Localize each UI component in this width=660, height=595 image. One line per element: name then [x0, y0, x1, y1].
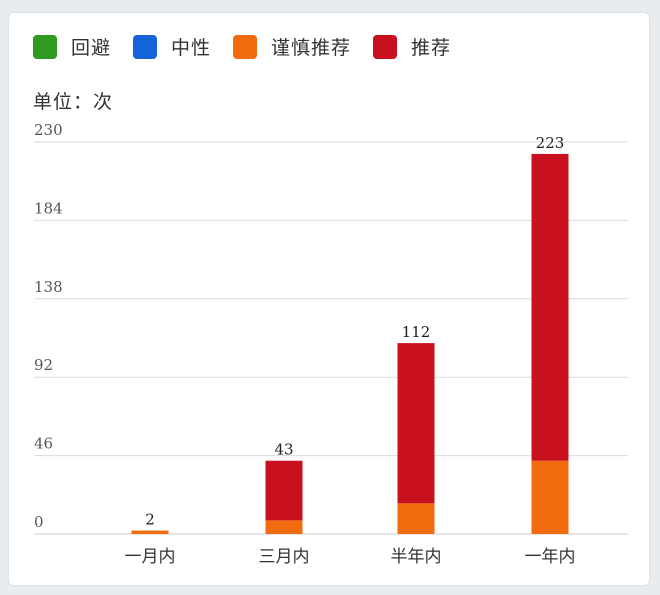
- bar-total-label-1: 43: [274, 441, 293, 459]
- legend-item-avoid[interactable]: 回避: [33, 33, 111, 60]
- legend-swatch-avoid: [33, 34, 57, 59]
- y-tick-label-0: 0: [34, 513, 44, 531]
- bar-3-series-2: [531, 460, 569, 534]
- chart-legend: 回避 中性 谨慎推荐 推荐: [33, 33, 473, 60]
- x-category-label-1: 三月内: [259, 547, 310, 567]
- legend-item-neutral[interactable]: 中性: [133, 33, 211, 60]
- legend-label-avoid: 回避: [71, 37, 112, 59]
- bar-1-series-3: [265, 460, 303, 521]
- legend-label-neutral: 中性: [171, 37, 212, 59]
- legend-swatch-cautious: [233, 34, 258, 59]
- y-tick-label-230: 230: [34, 121, 63, 139]
- y-tick-label-184: 184: [34, 199, 63, 217]
- legend-item-cautious[interactable]: 谨慎推荐: [233, 33, 351, 60]
- legend-swatch-recommend: [373, 34, 398, 59]
- x-category-label-3: 一年内: [525, 547, 576, 567]
- legend-swatch-neutral: [133, 34, 158, 59]
- y-tick-label-46: 46: [34, 435, 53, 453]
- bar-2-series-3: [397, 343, 435, 504]
- bar-3-series-3: [531, 153, 569, 461]
- legend-label-recommend: 推荐: [411, 37, 452, 59]
- x-category-label-2: 半年内: [391, 547, 442, 567]
- x-category-label-0: 一月内: [125, 547, 176, 567]
- y-tick-label-92: 92: [34, 356, 53, 374]
- bar-total-label-0: 2: [145, 511, 155, 529]
- y-tick-label-138: 138: [34, 278, 63, 296]
- bar-2-series-2: [397, 503, 435, 534]
- legend-label-cautious: 谨慎推荐: [271, 37, 352, 59]
- unit-label: 单位：次: [33, 91, 114, 113]
- bar-1-series-2: [265, 520, 303, 534]
- bar-total-label-3: 223: [536, 134, 565, 152]
- bar-0-series-2: [131, 530, 169, 534]
- bar-total-label-2: 112: [402, 323, 431, 341]
- legend-item-recommend[interactable]: 推荐: [373, 33, 451, 60]
